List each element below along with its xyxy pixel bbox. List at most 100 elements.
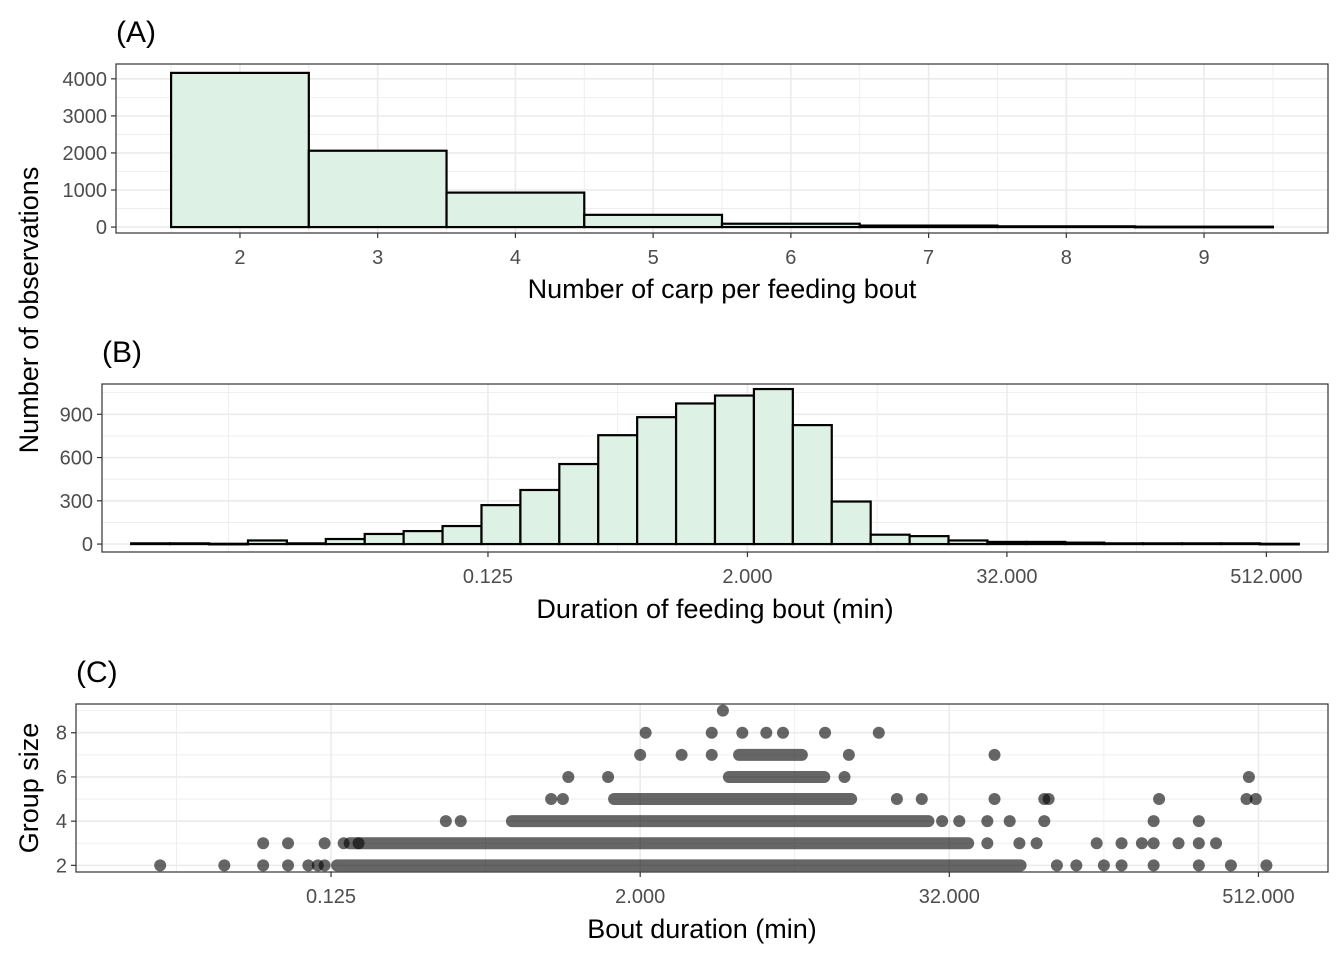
scatter-point	[556, 793, 569, 806]
scatter-point	[675, 748, 688, 761]
scatter-point	[981, 837, 994, 850]
scatter-point	[1240, 793, 1253, 806]
scatter-point	[1210, 837, 1223, 850]
histogram-bar	[869, 533, 911, 546]
histogram-bar	[752, 387, 794, 546]
scatter-point	[257, 837, 270, 850]
scatter-point	[1192, 815, 1205, 828]
scatter-point	[988, 793, 1001, 806]
y-tick-label: 0	[96, 217, 107, 239]
y-tick-label: 900	[60, 404, 93, 426]
x-axis-label: Bout duration (min)	[587, 914, 817, 944]
scatter-point	[915, 793, 928, 806]
x-tick-label: 3	[372, 247, 383, 269]
scatter-point	[318, 859, 331, 872]
panel-tag: (A)	[116, 16, 156, 49]
scatter-point	[1115, 837, 1128, 850]
histogram-bar	[363, 532, 405, 546]
scatter-point	[1224, 859, 1237, 872]
scatter-point	[318, 837, 331, 850]
scatter-point	[454, 815, 467, 828]
y-tick-label: 1000	[63, 180, 108, 202]
scatter-point	[776, 726, 789, 739]
scatter-point	[1038, 815, 1051, 828]
scatter-point	[1172, 837, 1185, 850]
scatter-point	[218, 859, 231, 872]
scatter-point	[1242, 770, 1255, 783]
scatter-point	[562, 770, 575, 783]
x-tick-label: 6	[785, 247, 796, 269]
histogram-bar	[480, 504, 522, 546]
y-tick-label: 4	[56, 811, 67, 833]
x-tick-label: 512.000	[1222, 886, 1294, 908]
y-tick-label: 600	[60, 448, 93, 470]
x-tick-label: 8	[1061, 247, 1072, 269]
scatter-point	[439, 815, 452, 828]
panel-border	[115, 63, 1329, 234]
scatter-point	[257, 859, 270, 872]
y-tick-label: 2000	[63, 143, 108, 165]
dense-points-band	[343, 837, 975, 850]
histogram-bar	[441, 524, 483, 546]
scatter-point	[1050, 859, 1063, 872]
scatter-point	[1135, 837, 1148, 850]
y-tick-label: 0	[82, 534, 93, 556]
histogram-bar	[583, 213, 724, 229]
x-tick-label: 7	[923, 247, 934, 269]
scatter-point	[154, 859, 167, 872]
scatter-point	[352, 837, 365, 850]
histogram-bar	[285, 542, 327, 546]
x-tick-label: 32.000	[976, 566, 1037, 588]
histogram-bar	[986, 540, 1028, 546]
histogram-bar	[402, 529, 444, 546]
scatter-point	[282, 837, 295, 850]
panel-tag: (B)	[102, 336, 142, 369]
scatter-point	[634, 748, 647, 761]
histogram-bar	[1103, 542, 1145, 546]
panel-c: 2 4 6 8 0.125 2.000 32.000 512.000 (C) Bout durat…	[14, 656, 1329, 944]
panel-tag: (C)	[76, 656, 118, 689]
scatter-point	[1192, 837, 1205, 850]
scatter-point	[1249, 793, 1262, 806]
histogram-bar	[246, 539, 288, 546]
scatter-point	[302, 859, 315, 872]
x-tick-label: 5	[648, 247, 659, 269]
histogram-bar	[307, 149, 448, 229]
histogram-bar	[445, 191, 586, 229]
scatter-point	[1013, 837, 1026, 850]
histogram-bar	[947, 539, 989, 546]
histogram-bar	[1064, 541, 1106, 546]
histogram-bar	[1180, 542, 1223, 546]
scatter-point	[1115, 859, 1128, 872]
scatter-point	[760, 726, 773, 739]
x-axis-label: Number of carp per feeding bout	[528, 274, 917, 304]
panel-border	[101, 383, 1329, 553]
x-axis-label: Duration of feeding bout (min)	[536, 594, 893, 624]
x-tick-label: 9	[1198, 247, 1209, 269]
y-tick-label: 6	[56, 767, 67, 789]
dense-points-band	[733, 748, 808, 761]
histogram-bar	[1134, 225, 1275, 229]
histogram-bar	[207, 542, 250, 546]
scatter-point	[1090, 837, 1103, 850]
y-axis-label: Group size	[14, 723, 44, 854]
histogram-bar	[830, 500, 872, 546]
y-tick-label: 300	[60, 491, 93, 513]
y-tick-label: 3000	[63, 106, 108, 128]
shared-y-axis-label: Number of observations	[14, 167, 44, 454]
scatter-point	[1042, 793, 1055, 806]
scatter-point	[1003, 815, 1016, 828]
histogram-bar	[1025, 540, 1067, 546]
histogram-bar	[674, 402, 717, 546]
scatter-point	[1153, 793, 1166, 806]
histogram-bar	[558, 462, 600, 546]
histogram-bar	[324, 537, 366, 546]
scatter-point	[602, 770, 615, 783]
scatter-point	[838, 770, 851, 783]
scatter-point	[1030, 837, 1043, 850]
scatter-point	[282, 859, 295, 872]
histogram-bar	[636, 416, 678, 546]
y-tick-label: 2	[56, 855, 67, 877]
x-tick-label: 2.000	[615, 886, 665, 908]
